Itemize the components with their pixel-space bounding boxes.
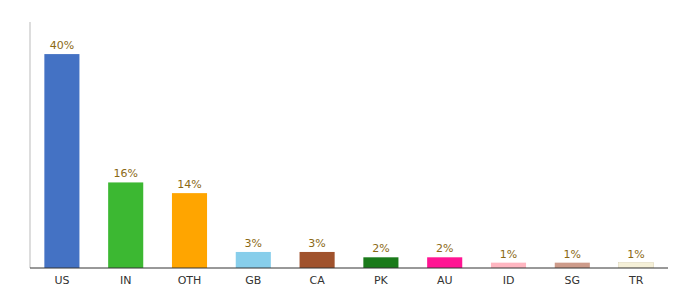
data-label: 1% [564,248,581,261]
bars [44,54,653,268]
data-label: 3% [245,237,262,250]
x-tick-label: TR [628,274,644,287]
data-label: 2% [372,242,389,255]
x-tick-labels: US IN OTH GB CA PK AU ID SG TR [54,274,643,287]
bar [108,182,143,268]
bar [491,263,526,268]
data-label: 14% [177,178,201,191]
data-label: 3% [308,237,325,250]
x-tick-label: ID [503,274,515,287]
chart: US IN OTH GB CA PK AU ID SG TR 40% 16% 14% 3% 3% 2% 2% 1%… [0,0,680,300]
bar [555,263,590,268]
bar [300,252,335,268]
y-axis-line [30,22,31,268]
data-label: 16% [113,167,137,180]
x-tick-label: PK [374,274,389,287]
bar [172,193,207,268]
bar [363,257,398,268]
x-tick-label: OTH [178,274,202,287]
bar [44,54,79,268]
data-label: 40% [50,39,74,52]
x-tick-label: CA [309,274,325,287]
bar [427,257,462,268]
x-tick-label: IN [120,274,131,287]
data-label: 1% [500,248,517,261]
x-tick-label: US [54,274,69,287]
data-labels: 40% 16% 14% 3% 3% 2% 2% 1% 1% 1% [50,39,645,261]
x-tick-label: GB [245,274,261,287]
bar [236,252,271,268]
bar [619,263,654,268]
x-axis-line [30,268,668,269]
data-label: 1% [627,248,644,261]
data-label: 2% [436,242,453,255]
x-tick-label: SG [565,274,581,287]
x-tick-label: AU [437,274,453,287]
